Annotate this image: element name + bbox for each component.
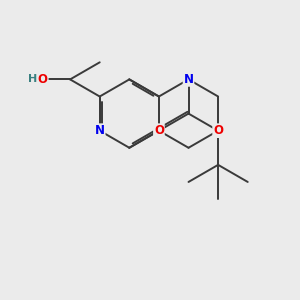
- Text: O: O: [38, 73, 48, 86]
- Text: O: O: [213, 124, 223, 137]
- Text: N: N: [95, 124, 105, 137]
- Text: N: N: [184, 73, 194, 86]
- Text: H: H: [28, 74, 37, 84]
- Text: O: O: [154, 124, 164, 137]
